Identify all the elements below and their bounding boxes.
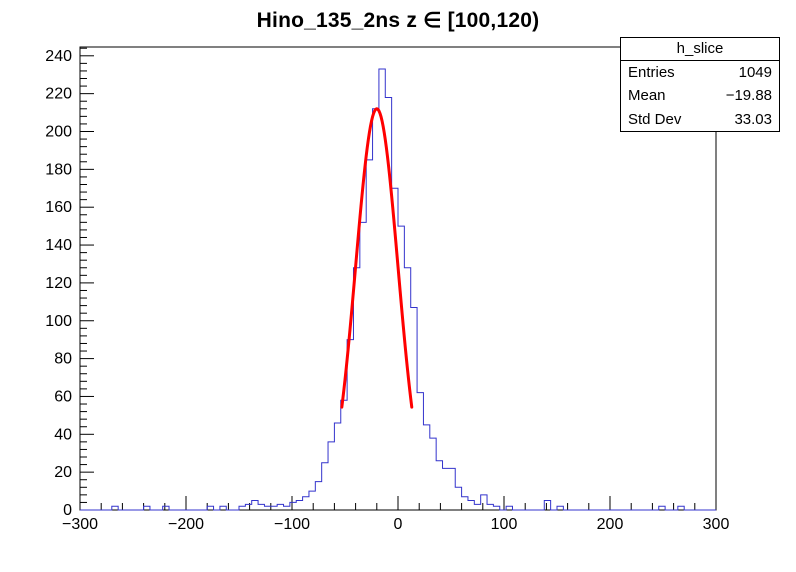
x-tick-label: −300 xyxy=(62,516,98,533)
y-tick-label: 80 xyxy=(54,351,72,368)
stats-box: h_slice Entries 1049 Mean −19.88 Std Dev… xyxy=(620,37,780,132)
x-tick-label: 100 xyxy=(491,516,518,533)
stats-value: 33.03 xyxy=(734,110,772,128)
stats-row-stddev: Std Dev 33.03 xyxy=(621,108,779,131)
stats-title: h_slice xyxy=(621,38,779,61)
y-tick-label: 220 xyxy=(45,86,72,103)
histogram-path xyxy=(80,68,716,511)
x-tick-label: −100 xyxy=(274,516,310,533)
stats-value: 1049 xyxy=(738,64,772,81)
y-tick-label: 140 xyxy=(45,237,72,254)
y-tick-label: 60 xyxy=(54,388,72,405)
x-tick-label: 300 xyxy=(703,516,730,533)
fit-curve xyxy=(340,107,414,409)
stats-row-mean: Mean −19.88 xyxy=(621,84,779,107)
stats-label: Entries xyxy=(628,64,675,81)
y-tick-label: 0 xyxy=(63,502,72,519)
y-tick-label: 40 xyxy=(54,426,72,443)
y-tick-label: 120 xyxy=(45,275,72,292)
y-tick-label: 160 xyxy=(45,199,72,216)
y-tick-label: 180 xyxy=(45,161,72,178)
plot-title: Hino_135_2ns z ∈ [100,120) xyxy=(256,9,540,32)
stats-value: −19.88 xyxy=(725,87,772,105)
stats-label: Mean xyxy=(628,87,666,105)
x-tick-label: 0 xyxy=(394,516,403,533)
stats-label: Std Dev xyxy=(628,110,682,128)
y-tick-label: 20 xyxy=(54,464,72,481)
y-tick-label: 200 xyxy=(45,124,72,141)
y-tick-label: 100 xyxy=(45,313,72,330)
y-tick-label: 240 xyxy=(45,48,72,65)
x-tick-label: 200 xyxy=(597,516,624,533)
stats-row-entries: Entries 1049 xyxy=(621,61,779,84)
x-tick-label: −200 xyxy=(168,516,204,533)
